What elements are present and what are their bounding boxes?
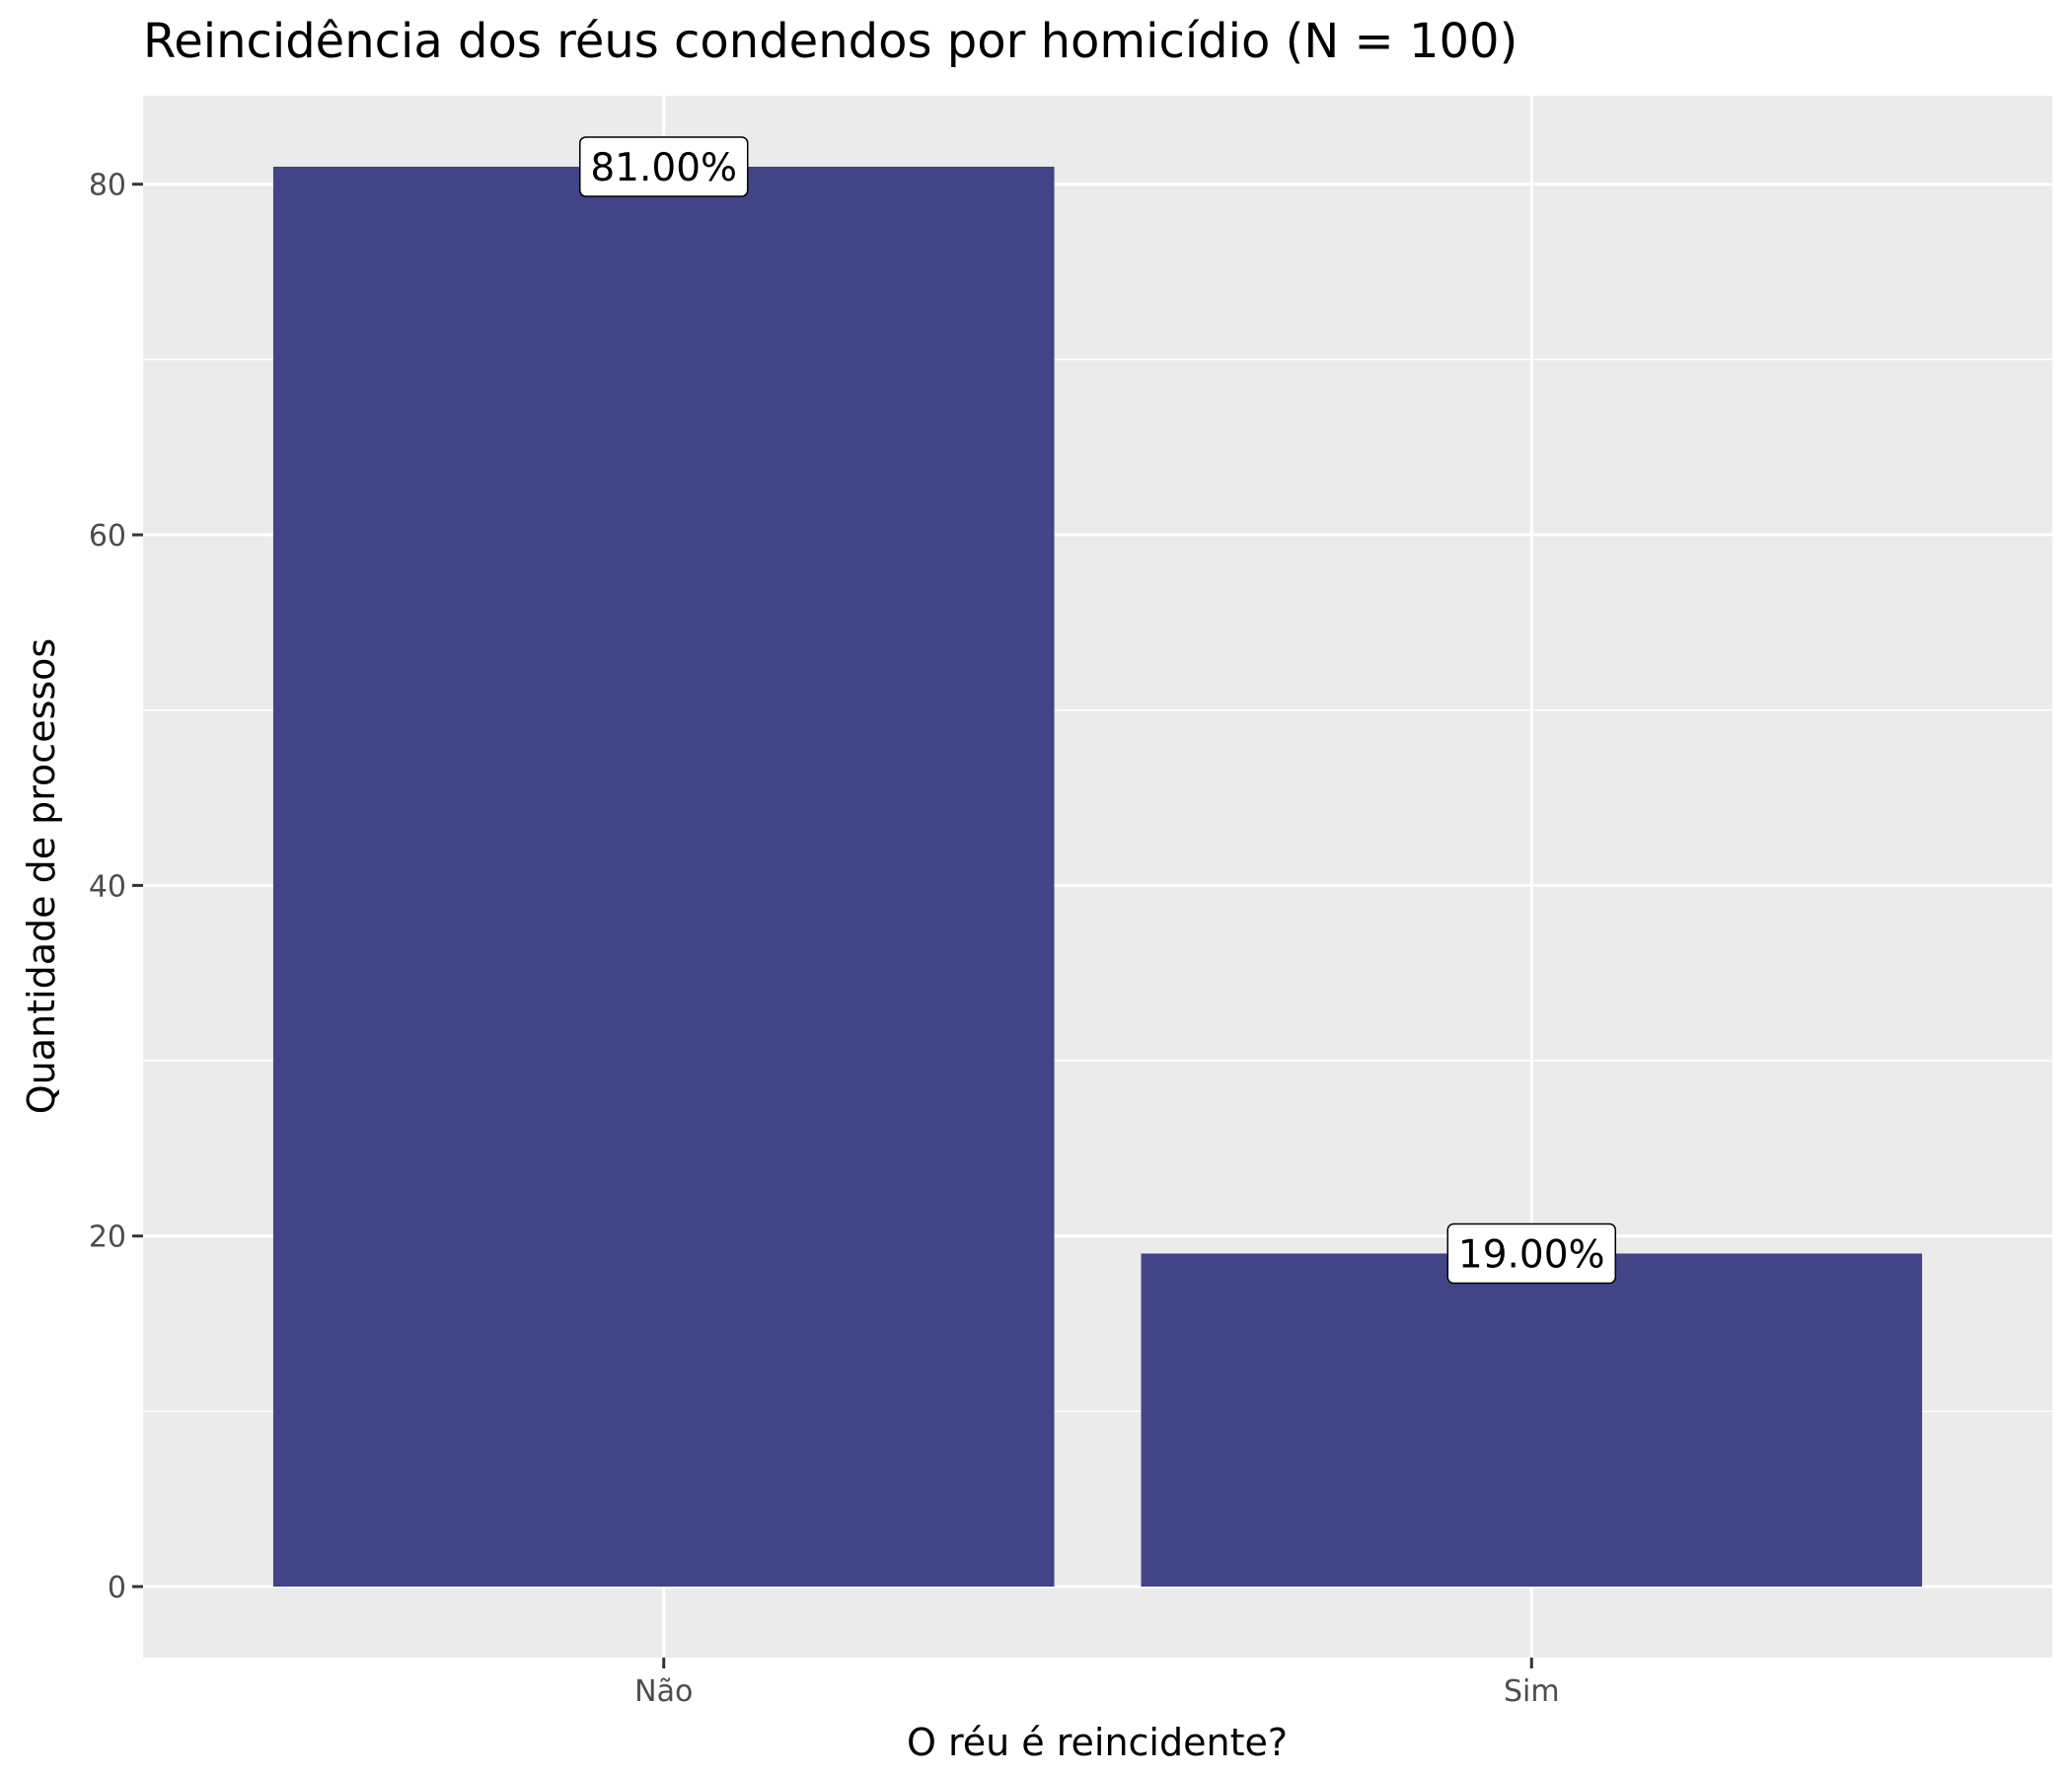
data-label: 19.00% <box>1458 1232 1605 1277</box>
x-tick-label: Sim <box>1504 1674 1560 1709</box>
x-axis-title: O réu é reincidente? <box>907 1721 1288 1764</box>
y-tick-label: 20 <box>89 1221 126 1255</box>
y-tick-label: 0 <box>108 1571 126 1605</box>
y-axis: 0 20 40 60 80 <box>89 169 143 1605</box>
y-tick-label: 80 <box>89 169 126 203</box>
bar <box>1141 1253 1923 1588</box>
y-axis-title: Quantidade de processos <box>20 638 63 1114</box>
data-label-box <box>1446 1222 1617 1285</box>
chart-title: Reincidência dos réus condendos por homi… <box>143 14 1517 69</box>
x-tick-label: Não <box>634 1674 693 1709</box>
bars <box>272 166 1923 1588</box>
data-label-box <box>578 136 749 197</box>
y-tick-label: 40 <box>89 869 126 904</box>
data-label: 81.00% <box>590 146 737 190</box>
y-tick-label: 60 <box>89 519 126 554</box>
x-axis: Não Sim <box>634 1658 1560 1709</box>
bar <box>272 166 1055 1588</box>
data-labels: 81.00% 19.00% <box>578 136 1617 1285</box>
